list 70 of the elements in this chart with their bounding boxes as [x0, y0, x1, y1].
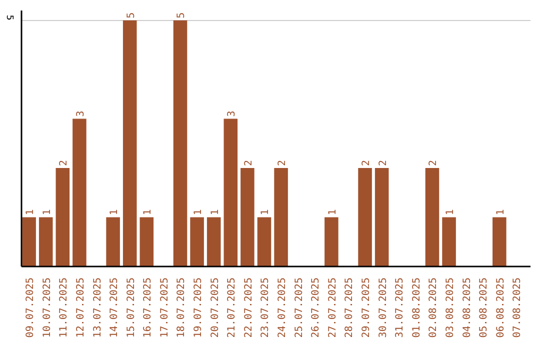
x-tick-label: 27.07.2025 [327, 277, 338, 338]
bar [206, 217, 221, 266]
x-tick-label: 24.07.2025 [277, 277, 288, 338]
x-tick-label: 10.07.2025 [42, 277, 53, 338]
bar [274, 168, 288, 266]
x-tick-label: 04.08.2025 [462, 277, 473, 338]
data-label: 2 [428, 160, 440, 166]
data-label: 2 [58, 160, 70, 166]
data-label: 1 [142, 209, 154, 216]
data-label: 1 [210, 209, 221, 216]
bar [240, 168, 254, 266]
bar [56, 168, 70, 266]
x-tick-label: 23.07.2025 [260, 277, 272, 338]
x-tick-label: 17.07.2025 [159, 277, 170, 338]
bar [22, 217, 36, 266]
data-label: 1 [25, 209, 36, 216]
x-tick-label: 22.07.2025 [243, 277, 254, 338]
x-tick-label: 18.07.2025 [176, 277, 188, 338]
data-label: 1 [260, 209, 272, 216]
bar [492, 217, 506, 266]
data-label: 1 [327, 209, 338, 216]
data-label: 1 [445, 209, 456, 216]
bar [38, 217, 53, 266]
x-tick-label: 16.07.2025 [142, 277, 154, 338]
data-label: 2 [361, 160, 372, 166]
x-tick-label: 01.08.2025 [411, 277, 422, 338]
x-tick-label: 26.07.2025 [310, 277, 322, 338]
data-label: 1 [109, 209, 120, 216]
data-label: 2 [378, 160, 389, 166]
x-tick-label: 05.08.2025 [478, 277, 490, 338]
data-label: 5 [126, 12, 137, 18]
data-label: 1 [42, 209, 53, 216]
data-label: 3 [75, 110, 86, 117]
bar [324, 217, 338, 266]
x-tick-label: 20.07.2025 [210, 277, 221, 338]
x-tick-label: 30.07.2025 [378, 277, 389, 338]
x-tick-label: 14.07.2025 [109, 277, 120, 338]
x-tick-label: 11.07.2025 [58, 277, 70, 338]
x-tick-label: 21.07.2025 [226, 277, 238, 338]
bar [106, 217, 120, 266]
bar [257, 217, 272, 266]
x-tick-label: 13.07.2025 [92, 277, 104, 338]
bar [122, 20, 137, 266]
bar [374, 168, 389, 266]
x-tick-label: 28.07.2025 [344, 277, 356, 338]
data-label: 2 [243, 160, 254, 166]
x-tick-label: 03.08.2025 [445, 277, 456, 338]
bar [140, 217, 154, 266]
data-label: 1 [193, 209, 204, 216]
x-tick-label: 29.07.2025 [361, 277, 372, 338]
x-tick-label: 09.07.2025 [25, 277, 36, 338]
bar [425, 168, 440, 266]
x-tick-label: 06.08.2025 [495, 277, 506, 338]
x-tick-label: 25.07.2025 [294, 277, 305, 338]
bar [173, 20, 188, 266]
data-label: 1 [495, 209, 506, 216]
data-label: 3 [226, 110, 238, 117]
x-tick-label: 02.08.2025 [428, 277, 440, 338]
bar [442, 217, 456, 266]
x-tick-label: 12.07.2025 [75, 277, 86, 338]
x-tick-label: 31.07.2025 [394, 277, 406, 338]
x-tick-label: 15.07.2025 [126, 277, 137, 338]
data-label: 5 [176, 12, 188, 18]
bar [190, 217, 204, 266]
bar [358, 168, 372, 266]
data-label: 2 [277, 160, 288, 166]
x-tick-label: 19.07.2025 [193, 277, 204, 338]
bar [224, 118, 238, 266]
bar [72, 118, 86, 266]
x-tick-label: 07.08.2025 [512, 277, 524, 338]
